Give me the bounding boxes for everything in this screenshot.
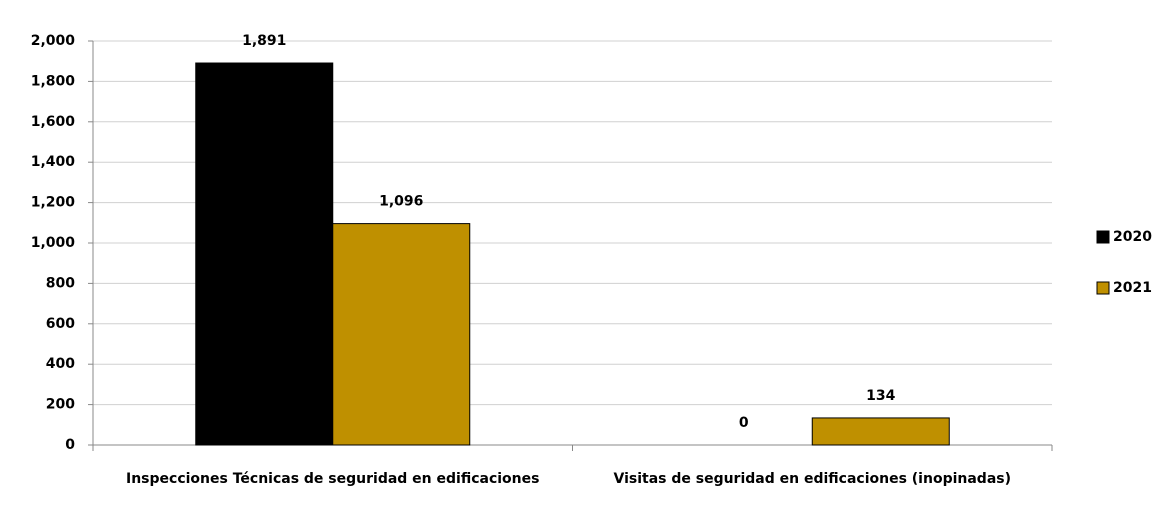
bar [811, 417, 950, 446]
y-tick-label: 600 [46, 316, 75, 332]
legend-label: 2020 [1113, 229, 1152, 245]
x-tick-label: Inspecciones Técnicas de seguridad en ed… [126, 471, 540, 487]
legend-label: 2021 [1113, 280, 1152, 296]
y-tick-label: 400 [46, 356, 75, 372]
data-label: 1,891 [242, 33, 286, 49]
y-tick-label: 1,800 [31, 73, 76, 89]
bar [332, 223, 471, 446]
legend-swatch [1096, 230, 1110, 244]
legend-swatch [1096, 281, 1110, 295]
data-label: 134 [866, 388, 895, 404]
data-label: 0 [739, 415, 749, 431]
y-tick-label: 1,000 [31, 235, 76, 251]
bar [195, 62, 334, 446]
y-tick-label: 1,400 [31, 154, 76, 170]
x-tick-label: Visitas de seguridad en edificaciones (i… [613, 471, 1012, 487]
y-tick-label: 0 [65, 437, 75, 453]
y-tick-label: 800 [46, 275, 75, 291]
y-tick-label: 200 [46, 397, 75, 413]
y-tick-label: 2,000 [31, 33, 76, 49]
data-label: 1,096 [379, 194, 423, 210]
y-tick-label: 1,200 [31, 195, 76, 211]
y-tick-label: 1,600 [31, 114, 76, 130]
